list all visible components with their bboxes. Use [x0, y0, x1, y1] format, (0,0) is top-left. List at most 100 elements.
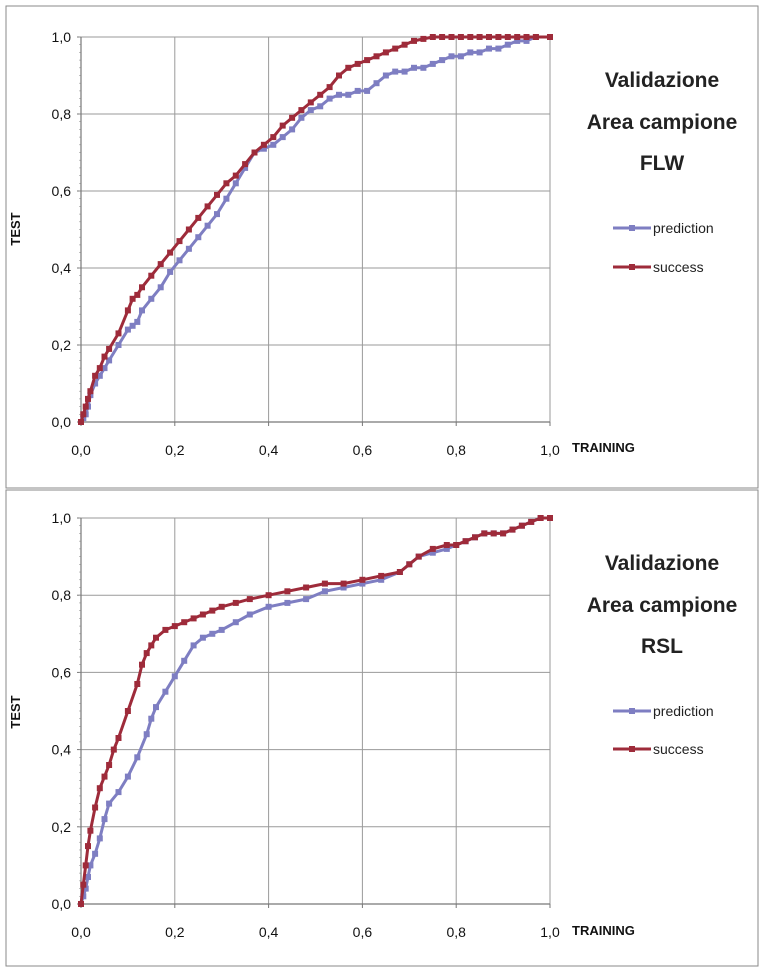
data-point-success	[378, 572, 385, 579]
data-point-prediction	[504, 41, 511, 48]
data-point-success	[167, 249, 174, 256]
data-point-prediction	[190, 642, 197, 649]
data-point-prediction	[204, 222, 211, 229]
y-tick-label: 1,0	[52, 510, 72, 526]
panel-rsl: 0,0 0,2 0,4 0,6 0,8 1,0 0,0 0,2 0,4 0,6 0,8 1,0 TRAI…	[5, 489, 759, 967]
data-point-success	[218, 603, 225, 610]
data-point-success	[110, 746, 117, 753]
data-point-success	[453, 542, 460, 548]
data-point-prediction	[382, 72, 389, 79]
data-point-success	[124, 708, 131, 714]
data-point-prediction	[162, 688, 169, 695]
data-point-prediction	[129, 322, 136, 329]
data-point-prediction	[439, 57, 446, 64]
data-point-success	[462, 538, 469, 545]
data-point-success	[307, 99, 314, 106]
data-point-prediction	[87, 862, 94, 869]
chart-title-line: Area campione	[587, 594, 738, 617]
data-point-prediction	[214, 211, 220, 218]
data-point-success	[139, 284, 145, 291]
data-point-success	[115, 735, 122, 741]
data-point-prediction	[96, 835, 103, 842]
data-point-success	[547, 34, 553, 40]
x-tick-label: 0,6	[353, 924, 373, 940]
data-point-prediction	[85, 874, 91, 880]
panel-frame	[5, 5, 759, 489]
chart-title-line: Validazione	[605, 69, 719, 92]
data-point-success	[547, 515, 553, 521]
x-axis-title: TRAINING	[572, 923, 635, 938]
data-point-success	[92, 372, 99, 379]
data-point-success	[345, 64, 352, 71]
data-point-prediction	[378, 576, 385, 583]
data-point-success	[85, 843, 91, 850]
data-point-prediction	[246, 611, 253, 618]
data-point-prediction	[242, 164, 249, 171]
data-point-success	[134, 291, 141, 298]
data-point-success	[303, 584, 310, 591]
data-point-success	[354, 60, 361, 67]
x-tick-label: 0,8	[446, 924, 466, 940]
y-tick-label: 1,0	[52, 29, 72, 45]
y-tick-label: 0,6	[52, 664, 72, 680]
data-point-success	[106, 762, 113, 768]
data-point-prediction	[260, 145, 267, 152]
data-point-prediction	[373, 80, 380, 87]
data-point-success	[448, 34, 455, 40]
x-tick-label: 1,0	[540, 924, 560, 940]
data-point-prediction	[134, 754, 141, 761]
data-point-success	[223, 180, 230, 187]
data-point-success	[439, 34, 446, 40]
data-point-success	[359, 576, 366, 583]
data-point-success	[148, 642, 155, 649]
data-point-success	[279, 122, 286, 129]
data-point-prediction	[134, 318, 141, 325]
data-point-success	[415, 553, 422, 560]
x-tick-label: 0,6	[353, 442, 373, 458]
data-point-success	[115, 330, 122, 337]
data-point-success	[96, 365, 103, 372]
data-point-prediction	[143, 731, 150, 738]
y-tick-label: 0,8	[52, 106, 72, 122]
y-tick-label: 0,6	[52, 183, 72, 199]
data-point-success	[532, 34, 539, 40]
data-point-success	[486, 34, 492, 40]
data-point-prediction	[476, 49, 483, 56]
data-point-success	[124, 307, 131, 314]
x-tick-label: 0,0	[71, 442, 91, 458]
data-point-success	[181, 619, 188, 626]
data-point-success	[289, 114, 296, 121]
x-tick-label: 0,4	[259, 442, 279, 458]
data-point-success	[171, 623, 178, 630]
data-point-success	[232, 599, 239, 606]
data-point-success	[162, 626, 169, 633]
data-point-success	[78, 901, 84, 907]
data-point-prediction	[298, 114, 305, 121]
data-point-success	[106, 345, 113, 352]
data-point-prediction	[209, 630, 216, 637]
data-point-prediction	[124, 773, 131, 780]
data-point-prediction	[429, 60, 436, 67]
data-point-success	[176, 238, 183, 245]
legend-marker-prediction	[629, 225, 635, 231]
data-point-prediction	[448, 53, 455, 60]
data-point-success	[406, 561, 413, 568]
legend-marker-success	[629, 264, 635, 270]
data-point-success	[317, 91, 324, 98]
data-point-success	[265, 592, 272, 599]
data-point-prediction	[92, 380, 99, 387]
data-point-prediction	[429, 549, 436, 556]
data-point-prediction	[307, 107, 314, 114]
data-point-success	[96, 785, 103, 792]
data-point-success	[101, 353, 108, 360]
data-point-success	[101, 773, 108, 780]
data-point-success	[139, 661, 145, 668]
y-tick-label: 0,2	[52, 337, 72, 353]
data-point-success	[518, 522, 525, 529]
chart-title-line: Area campione	[587, 111, 738, 134]
legend-label-prediction: prediction	[653, 703, 714, 719]
data-point-prediction	[223, 195, 230, 202]
series-success	[78, 34, 553, 425]
data-point-prediction	[359, 580, 366, 587]
data-point-prediction	[523, 37, 530, 44]
